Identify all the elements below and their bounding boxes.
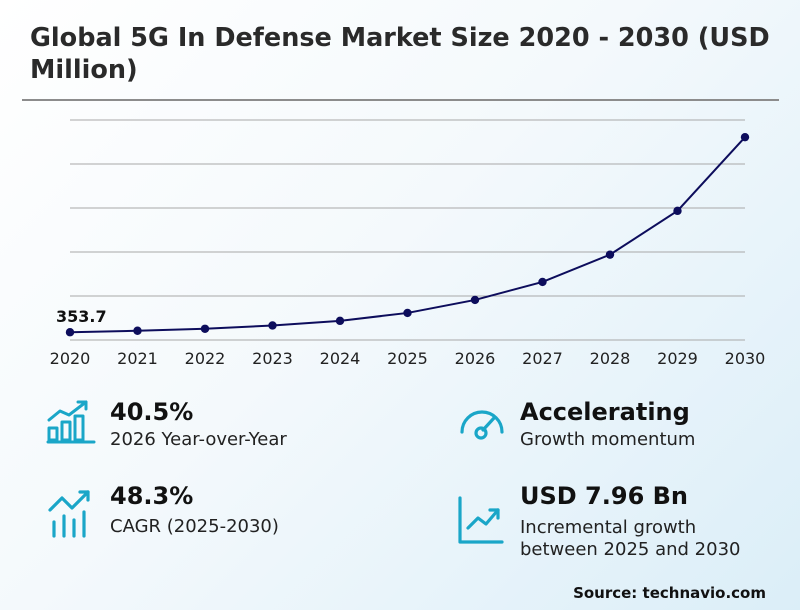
stat-incremental-desc-line2: between 2025 and 2030: [520, 539, 741, 560]
data-label: 353.7: [56, 307, 107, 326]
speedometer-icon: [460, 410, 504, 440]
x-tick-label: 2026: [455, 349, 496, 368]
data-point: [605, 250, 615, 259]
x-tick-label: 2020: [50, 349, 91, 368]
data-point: [470, 295, 480, 305]
stat-incremental-value: USD 7.96 Bn: [520, 482, 688, 510]
x-tick-label: 2025: [387, 349, 428, 368]
x-tick-label: 2024: [320, 349, 361, 368]
x-tick-label: 2023: [252, 349, 293, 368]
x-tick-label: 2021: [117, 349, 158, 368]
series-line: [69, 136, 746, 334]
stat-incremental-desc-line1: Incremental growth: [520, 517, 697, 538]
line-chart-up-icon: [458, 496, 504, 544]
x-tick-label: 2029: [657, 349, 698, 368]
source-credit: Source: technavio.com: [573, 584, 766, 602]
bar-chart-growth-icon: [46, 400, 96, 444]
stat-yoy: 40.5% 2026 Year-over-Year: [46, 398, 406, 458]
data-point: [335, 316, 345, 326]
data-point: [673, 206, 682, 216]
data-point: [133, 326, 142, 335]
data-point: [65, 328, 75, 337]
stat-momentum-value: Accelerating: [520, 398, 690, 426]
data-point: [268, 321, 277, 330]
data-point: [538, 277, 547, 287]
data-point: [740, 132, 750, 142]
stat-cagr-value: 48.3%: [110, 482, 194, 510]
stat-yoy-value: 40.5%: [110, 398, 194, 426]
title-divider: [22, 99, 779, 101]
chart-title: Global 5G In Defense Market Size 2020 - …: [30, 23, 770, 85]
stat-momentum-desc: Growth momentum: [520, 429, 696, 450]
stat-cagr-desc: CAGR (2025-2030): [110, 516, 279, 537]
data-point: [200, 324, 210, 333]
x-tick-label: 2030: [725, 349, 766, 368]
line-chart: 2020 2021 2022 2023 2024 2025 2026 2027 2028 2029…: [50, 119, 766, 368]
data-point: [403, 308, 412, 318]
x-tick-label: 2022: [185, 349, 226, 368]
x-tick-label: 2027: [522, 349, 563, 368]
trend-bars-icon: [48, 490, 90, 538]
stat-yoy-desc: 2026 Year-over-Year: [110, 429, 287, 450]
x-tick-label: 2028: [590, 349, 631, 368]
stat-incremental: USD 7.96 Bn Incremental growth between 2…: [456, 482, 776, 566]
stat-cagr: 48.3% CAGR (2025-2030): [46, 482, 406, 542]
stat-momentum: Accelerating Growth momentum: [456, 398, 776, 458]
